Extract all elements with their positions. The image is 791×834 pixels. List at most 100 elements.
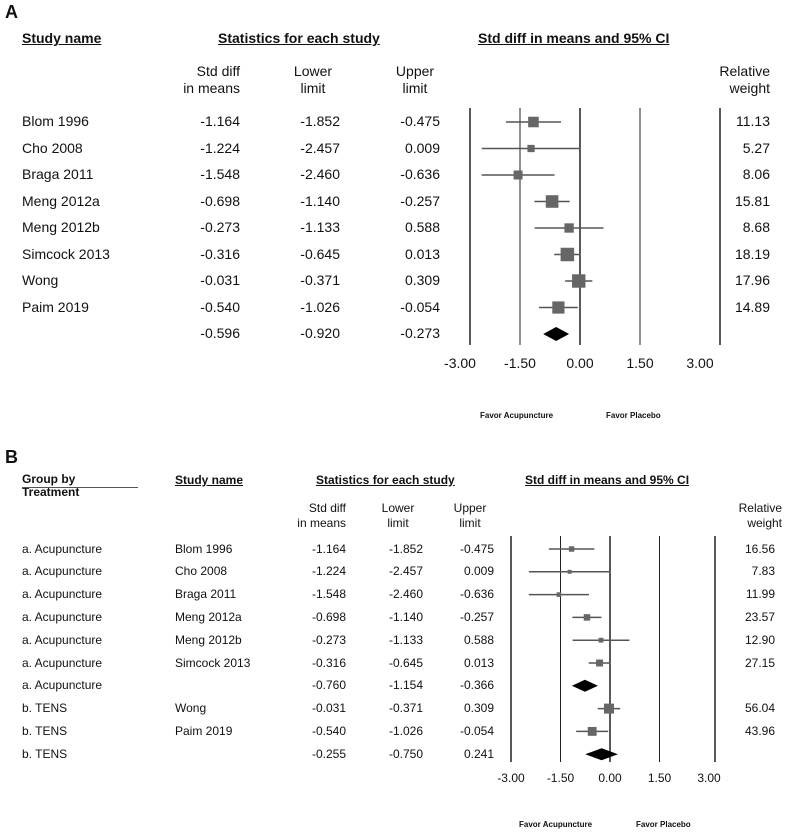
a-weight-cell: 17.96: [734, 272, 770, 289]
b-effect-square: [603, 703, 614, 714]
b-effect-square: [556, 592, 562, 597]
b-smd-cell: -0.316: [311, 655, 346, 670]
a-smd-cell: -0.273: [200, 219, 240, 236]
a-effect-square: [545, 195, 559, 208]
a-col-lower-header: Lower limit: [293, 63, 333, 96]
b-upper-cell: -0.257: [459, 609, 494, 624]
b-study-cell: Blom 1996: [175, 541, 233, 556]
b-study-cell: Paim 2019: [175, 723, 233, 738]
b-smd-cell: -0.031: [311, 701, 346, 716]
a-effect-square: [564, 223, 574, 233]
a-xtick-label: 0.00: [566, 355, 594, 371]
b-summary-diamond: [571, 679, 598, 692]
a-lower-cell: -2.460: [300, 166, 340, 183]
a-upper-cell: 0.009: [404, 139, 440, 156]
a-smd-cell: -1.224: [200, 139, 240, 156]
b-upper-cell: 0.309: [463, 701, 494, 716]
b-study-cell: Braga 2011: [175, 587, 237, 602]
b-upper-cell: -0.636: [459, 587, 494, 602]
b-upper-cell: 0.013: [463, 655, 494, 670]
a-lower-cell: -1.026: [300, 298, 340, 315]
b-group-cell: a. Acupuncture: [22, 678, 103, 693]
a-lower-cell: -0.920: [300, 325, 340, 342]
a-study-cell: Cho 2008: [22, 139, 83, 156]
a-xtick-label: -1.50: [504, 355, 536, 371]
a-upper-cell: 0.309: [404, 272, 440, 289]
b-xtick-label: 3.00: [697, 771, 721, 785]
b-group-cell: b. TENS: [22, 746, 68, 761]
b-favor-left: Favor Acupuncture: [519, 820, 593, 829]
a-study-cell: Meng 2012a: [22, 192, 100, 209]
b-smd-cell: -0.698: [311, 609, 346, 624]
b-header-stats: Statistics for each study: [316, 473, 455, 487]
b-header-plot: Std diff in means and 95% CI: [525, 473, 690, 487]
b-weight-cell: 56.04: [744, 701, 775, 716]
a-col-smd-header: Std diff in means: [183, 63, 240, 96]
b-summary-diamond: [585, 748, 618, 761]
b-weight-cell: 7.83: [751, 564, 775, 579]
b-smd-cell: -1.548: [311, 587, 346, 602]
a-xtick-label: -3.00: [444, 355, 476, 371]
b-col-smd-header: Std diff in means: [297, 501, 346, 530]
a-lower-cell: -2.457: [300, 139, 340, 156]
b-smd-cell: -0.273: [311, 632, 346, 647]
a-effect-square: [572, 274, 586, 288]
b-group-underline: [22, 487, 138, 488]
a-header-plot: Std diff in means and 95% CI: [478, 30, 670, 46]
b-group-cell: a. Acupuncture: [22, 632, 103, 647]
b-smd-cell: -1.164: [311, 541, 346, 556]
b-lower-cell: -2.457: [388, 564, 423, 579]
a-study-cell: Braga 2011: [22, 166, 94, 183]
b-smd-cell: -0.540: [311, 723, 346, 738]
b-lower-cell: -1.852: [388, 541, 423, 556]
b-upper-cell: 0.241: [463, 746, 494, 761]
a-favor-left: Favor Acupuncture: [480, 411, 554, 420]
b-group-cell: a. Acupuncture: [22, 655, 103, 670]
a-weight-cell: 14.89: [734, 298, 770, 315]
a-upper-cell: -0.054: [400, 298, 440, 315]
b-header-study: Study name: [175, 473, 244, 487]
b-weight-cell: 11.99: [745, 587, 775, 602]
a-upper-cell: 0.588: [404, 219, 440, 236]
a-xtick-label: 3.00: [686, 355, 714, 371]
b-group-cell: a. Acupuncture: [22, 609, 103, 624]
b-study-cell: Meng 2012a: [175, 609, 242, 624]
a-smd-cell: -0.316: [200, 245, 240, 262]
panel-b-label: B: [5, 447, 18, 467]
b-upper-cell: 0.009: [463, 564, 494, 579]
a-upper-cell: -0.257: [400, 192, 440, 209]
b-smd-cell: -0.255: [311, 746, 346, 761]
a-weight-cell: 11.13: [736, 113, 770, 130]
b-header-group: Group by Treatment: [22, 472, 80, 499]
b-study-cell: Meng 2012b: [175, 632, 242, 647]
b-effect-square: [587, 726, 597, 736]
a-effect-square: [552, 301, 565, 314]
b-col-weight-header: Relative weight: [738, 501, 782, 530]
a-weight-cell: 18.19: [734, 245, 770, 262]
b-col-upper-header: Upper limit: [453, 501, 487, 530]
b-lower-cell: -0.645: [388, 655, 423, 670]
b-favor-right: Favor Placebo: [636, 820, 691, 829]
a-smd-cell: -0.540: [200, 298, 240, 315]
a-lower-cell: -0.371: [300, 272, 340, 289]
a-xtick-label: 1.50: [626, 355, 654, 371]
b-weight-cell: 27.15: [744, 655, 775, 670]
a-smd-cell: -1.548: [200, 166, 240, 183]
b-upper-cell: 0.588: [463, 632, 494, 647]
b-smd-cell: -1.224: [311, 564, 346, 579]
b-group-cell: a. Acupuncture: [22, 541, 103, 556]
a-smd-cell: -0.596: [200, 325, 240, 342]
b-effect-square: [567, 569, 572, 574]
a-weight-cell: 8.06: [742, 166, 770, 183]
b-upper-cell: -0.475: [459, 541, 494, 556]
b-group-cell: b. TENS: [22, 723, 68, 738]
b-xtick-label: 1.50: [647, 771, 672, 785]
a-effect-square: [527, 144, 535, 153]
a-col-upper-header: Upper limit: [395, 63, 435, 96]
a-col-weight-header: Relative weight: [719, 63, 770, 96]
a-effect-square: [528, 116, 539, 128]
a-favor-right: Favor Placebo: [606, 411, 661, 420]
a-lower-cell: -0.645: [300, 245, 340, 262]
b-xtick-label: -1.50: [546, 771, 575, 785]
b-upper-cell: -0.366: [459, 678, 494, 693]
